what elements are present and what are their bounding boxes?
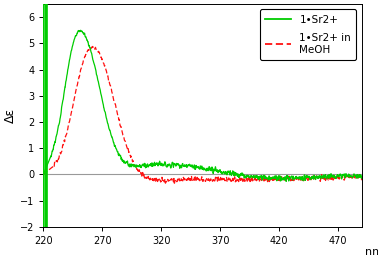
X-axis label: nm: nm bbox=[366, 247, 378, 257]
Legend: 1•Sr2+, 1•Sr2+ in
MeOH: 1•Sr2+, 1•Sr2+ in MeOH bbox=[260, 9, 356, 60]
Y-axis label: Δε: Δε bbox=[4, 108, 17, 123]
